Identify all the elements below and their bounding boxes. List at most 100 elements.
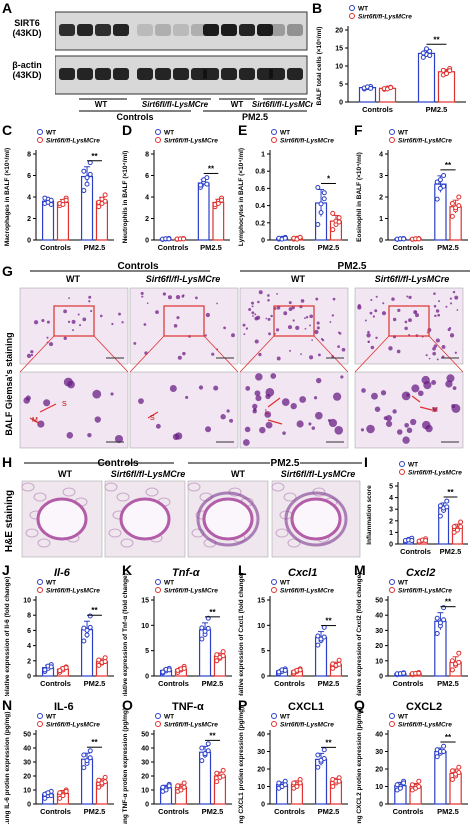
peribronchial-infiltrate bbox=[284, 491, 348, 547]
y-tick-label: 0.6 bbox=[255, 186, 265, 193]
data-point bbox=[57, 790, 63, 796]
giemsa-low-mag-image bbox=[129, 287, 239, 365]
y-tick-label: 8 bbox=[145, 152, 149, 159]
significance-label: ** bbox=[91, 606, 98, 615]
data-point bbox=[437, 503, 443, 509]
cell-dot bbox=[406, 393, 410, 397]
cell-dot bbox=[434, 314, 437, 318]
blot-row-label-sirt6: SIRT6 (43KD) bbox=[2, 18, 52, 38]
blot-lane-label-ko-pm: Sirt6fl/fl-LysMCre bbox=[252, 100, 313, 109]
cell-dot bbox=[251, 305, 254, 308]
data-point bbox=[441, 617, 447, 623]
data-point bbox=[449, 667, 455, 673]
significance-label: ** bbox=[209, 731, 216, 740]
legend-label-wt: WT bbox=[280, 130, 290, 137]
data-point bbox=[60, 202, 66, 208]
cell-dot bbox=[305, 315, 309, 319]
cell-dot bbox=[291, 305, 295, 310]
panel-letter-g: G bbox=[2, 263, 13, 279]
cell-dot bbox=[276, 305, 281, 310]
cell-dot bbox=[141, 295, 144, 298]
bar bbox=[434, 183, 447, 241]
blot-lane-label-ko-control: Sirt6fl/fl-LysMCre bbox=[142, 100, 209, 109]
data-point bbox=[321, 634, 327, 640]
y-axis-label: Eosinophil in BALF (×10⁴/ml) bbox=[356, 152, 363, 242]
cell-dot bbox=[267, 299, 270, 302]
cell-dot bbox=[46, 320, 50, 324]
blot-band-sirt6 bbox=[221, 24, 237, 36]
cell-arrow bbox=[267, 419, 283, 425]
cell-arrow bbox=[419, 406, 433, 411]
cell-dot bbox=[334, 426, 344, 435]
y-axis-label: Lung TNF-α protien expression (pg/mg) bbox=[122, 708, 129, 824]
cell-dot bbox=[309, 314, 314, 319]
y-tick-label: 2 bbox=[27, 216, 31, 223]
alveolus bbox=[287, 538, 301, 548]
data-point bbox=[45, 790, 51, 796]
cell-dot bbox=[295, 325, 300, 331]
data-point bbox=[444, 71, 449, 77]
cell-dot bbox=[211, 352, 215, 356]
panel-letter-b: B bbox=[312, 0, 323, 16]
y-tick-label: 50 bbox=[23, 732, 31, 739]
y-tick-label: 0 bbox=[145, 802, 149, 809]
he-group-pm: PM2.5 bbox=[271, 458, 300, 469]
cell-dot bbox=[432, 351, 436, 356]
y-tick-label: 30 bbox=[23, 760, 31, 767]
blot-row-label-sirt6-line1: SIRT6 bbox=[14, 18, 40, 28]
data-point bbox=[449, 658, 455, 664]
data-point bbox=[409, 782, 415, 788]
giemsa-low-mag-image bbox=[239, 287, 349, 365]
legend-marker-ko bbox=[389, 587, 395, 593]
cell-dot bbox=[417, 390, 424, 397]
cell-dot bbox=[264, 411, 272, 418]
legend-label-ko: Sirt6fl/fl-LysMCre bbox=[398, 722, 452, 729]
y-tick-label: 15 bbox=[141, 598, 149, 605]
cell-dot bbox=[388, 346, 393, 351]
cell-dot bbox=[143, 323, 147, 326]
cell-dot bbox=[121, 321, 124, 324]
data-point bbox=[397, 785, 403, 791]
cell-dot bbox=[304, 317, 306, 320]
legend-marker-wt bbox=[389, 713, 395, 719]
data-point bbox=[336, 778, 342, 784]
data-point bbox=[416, 778, 422, 784]
data-point bbox=[456, 659, 462, 665]
data-point bbox=[321, 190, 327, 196]
zoom-line bbox=[93, 335, 129, 373]
y-tick-label: 15 bbox=[257, 598, 265, 605]
blot-band-actin bbox=[173, 68, 189, 80]
significance-label: ** bbox=[445, 733, 452, 742]
y-axis-label: Lung CXCL1 protien expression (pg/mg) bbox=[238, 707, 245, 824]
cell-dot bbox=[441, 345, 446, 349]
legend-label-wt: WT bbox=[408, 462, 418, 469]
alveolus bbox=[21, 482, 35, 492]
cell-dot bbox=[402, 436, 410, 444]
data-point bbox=[424, 46, 429, 52]
cell-dot bbox=[370, 345, 375, 350]
blot-band-actin bbox=[95, 68, 111, 80]
y-tick-label: 0 bbox=[389, 542, 393, 549]
cell-dot bbox=[320, 338, 324, 341]
data-point bbox=[181, 665, 187, 671]
data-point bbox=[214, 770, 220, 776]
x-category-label: Controls bbox=[393, 243, 424, 252]
legend-marker-ko bbox=[155, 137, 161, 143]
zoom-box bbox=[53, 305, 95, 337]
he-col-wt-pm: WT bbox=[231, 469, 245, 479]
cell-dot bbox=[248, 307, 252, 311]
data-point bbox=[456, 770, 462, 775]
data-point bbox=[441, 183, 447, 189]
data-point bbox=[163, 787, 169, 793]
data-point bbox=[330, 784, 336, 789]
bar bbox=[437, 71, 456, 103]
legend-marker-ko bbox=[271, 587, 277, 593]
bar bbox=[417, 52, 436, 103]
cell-dot bbox=[177, 355, 182, 360]
y-tick-label: 5 bbox=[389, 484, 393, 491]
cell-dot bbox=[181, 295, 185, 298]
x-category-label: PM2.5 bbox=[84, 807, 106, 816]
data-point bbox=[321, 756, 327, 761]
giemsa-annot-l: L bbox=[265, 409, 269, 416]
